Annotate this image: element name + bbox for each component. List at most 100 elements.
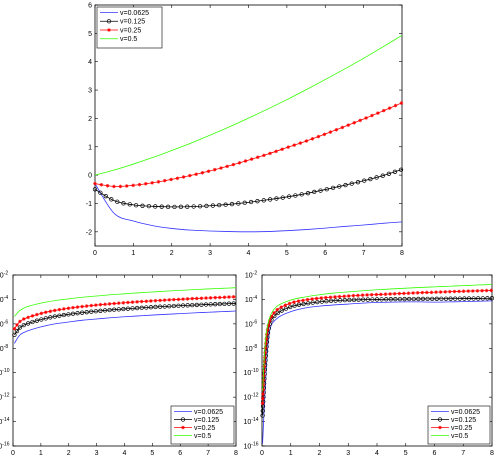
x-tick-label: 2: [67, 450, 71, 457]
star-marker: [94, 303, 98, 307]
y-tick-label: 4: [88, 59, 92, 66]
star-marker: [175, 176, 180, 181]
circle-marker: [98, 190, 103, 195]
tick-base: 10: [0, 395, 2, 402]
star-marker: [103, 302, 107, 307]
x-tick-label: 4: [375, 450, 379, 457]
tick-exponent: -10: [251, 368, 258, 374]
star-marker: [279, 305, 283, 309]
circle-marker: [274, 196, 279, 201]
star-marker: [360, 293, 365, 297]
star-marker: [406, 291, 411, 296]
y-tick-label: 10-6: [0, 319, 8, 328]
legend-box: [170, 405, 235, 445]
legend-label: v=0.5: [194, 433, 211, 440]
circle-marker: [397, 296, 403, 302]
tick-base: 10: [0, 419, 2, 426]
star-marker: [402, 291, 406, 296]
star-marker: [26, 315, 30, 320]
series-line-v=0.5: [94, 34, 403, 176]
circle-marker: [402, 296, 407, 302]
star-marker: [280, 147, 284, 152]
circle-marker: [471, 296, 476, 301]
tick-base: 10: [243, 419, 251, 426]
circle-marker: [148, 305, 154, 310]
star-marker: [287, 301, 292, 306]
x-tick-label: 5: [285, 250, 289, 257]
star-marker: [158, 298, 162, 303]
circle-marker: [210, 203, 216, 208]
star-marker: [217, 295, 222, 300]
star-marker: [399, 101, 404, 105]
circle-marker: [301, 301, 306, 307]
circle-marker: [178, 204, 184, 209]
star-marker: [105, 183, 110, 188]
x-tick-label: 0: [93, 250, 97, 257]
star-marker: [298, 141, 303, 145]
star-marker: [222, 295, 227, 300]
series-line-v=0.5: [14, 287, 237, 317]
star-marker: [352, 120, 356, 125]
circle-marker: [347, 297, 352, 303]
circle-marker: [342, 298, 347, 303]
star-marker: [39, 311, 44, 316]
legend-label: v=0.25: [194, 425, 215, 432]
star-marker: [480, 288, 484, 293]
circle-marker: [106, 19, 112, 24]
circle-marker: [255, 199, 260, 204]
circle-marker: [130, 306, 135, 311]
circle-marker: [453, 296, 458, 301]
star-marker: [144, 181, 148, 186]
star-marker: [310, 297, 314, 301]
star-marker: [71, 305, 75, 310]
star-marker: [434, 290, 438, 294]
circle-marker: [368, 176, 373, 182]
star-marker: [227, 295, 231, 299]
star-marker: [256, 155, 260, 160]
circle-marker: [25, 321, 31, 326]
star-marker: [265, 328, 270, 332]
star-marker: [370, 113, 374, 118]
circle-marker: [153, 304, 158, 310]
tick-base: 10: [0, 321, 4, 328]
circle-marker: [362, 178, 367, 183]
star-marker: [213, 295, 218, 300]
star-marker: [121, 301, 126, 305]
legend-box: [427, 405, 491, 445]
star-marker: [334, 127, 339, 132]
circle-marker: [213, 302, 218, 307]
star-marker: [262, 360, 267, 364]
star-marker: [461, 289, 466, 294]
star-marker: [376, 111, 380, 115]
star-marker: [328, 130, 333, 134]
circle-marker: [217, 301, 222, 307]
legend-label: v=0.0625: [120, 10, 149, 17]
star-marker: [107, 28, 111, 32]
star-marker: [93, 181, 97, 186]
circle-marker: [260, 404, 266, 409]
circle-marker: [223, 202, 228, 207]
circle-marker: [176, 303, 181, 308]
circle-marker: [236, 201, 241, 206]
x-tick-label: 8: [490, 450, 494, 457]
star-marker: [429, 290, 434, 295]
legend-label: v=0.125: [451, 417, 476, 424]
star-marker: [319, 296, 324, 300]
circle-marker: [127, 202, 132, 207]
star-marker: [365, 293, 369, 297]
circle-marker: [17, 325, 23, 330]
star-marker: [262, 153, 266, 158]
circle-marker: [199, 302, 204, 307]
circle-marker: [343, 182, 348, 188]
star-marker: [126, 300, 130, 305]
circle-marker: [420, 296, 426, 302]
circle-marker: [384, 297, 389, 302]
circle-marker: [172, 204, 177, 210]
bottom-right-log-plot: 0 1 2 3 4 5 6 7 810-1610-1410-1210-1010-810-610-…: [243, 271, 494, 457]
tick-base: 10: [245, 297, 253, 304]
circle-marker: [380, 173, 385, 178]
circle-marker: [466, 296, 472, 301]
